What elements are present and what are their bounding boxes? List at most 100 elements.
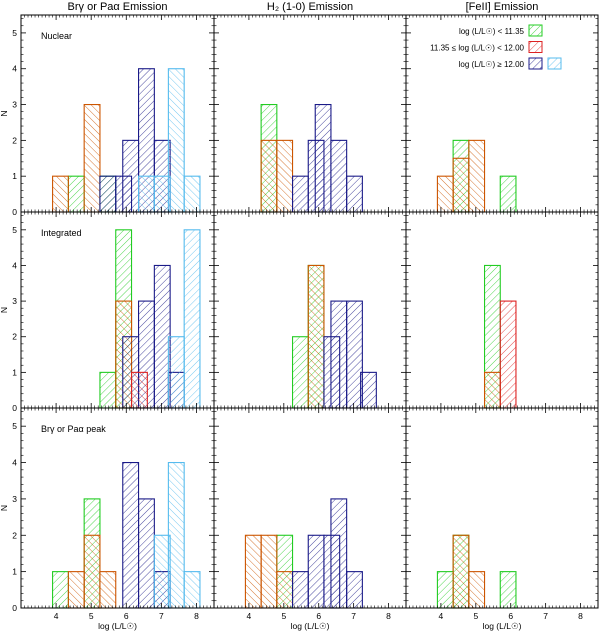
bar-high [346, 571, 363, 609]
x-tick-label: 4 [54, 611, 59, 621]
x-tick-label: 8 [578, 611, 583, 621]
y-tick-label: 5 [12, 421, 17, 431]
bar-highlight [167, 68, 185, 213]
bar-highlight [183, 229, 201, 409]
x-axis-title: log (L/L☉) [483, 621, 522, 631]
bar-low [499, 175, 517, 213]
bar-high [122, 139, 140, 213]
y-tick-label: 3 [12, 296, 17, 306]
bar-mid [276, 139, 294, 213]
bar-mid [244, 534, 262, 609]
legend-label: log (L/L☉) ≥ 12.00 [459, 60, 525, 69]
bar-low [291, 336, 309, 409]
bar-high [99, 175, 117, 213]
bar-high [122, 461, 140, 609]
x-axis-title: log (L/L☉) [291, 621, 330, 631]
row-label: Nuclear [41, 31, 72, 41]
x-tick-label: 6 [508, 611, 513, 621]
legend-swatch [528, 24, 543, 37]
bar-highlight [138, 175, 155, 213]
column-title: H₂ (1-0) Emission [267, 1, 353, 13]
y-tick-label: 0 [12, 603, 17, 613]
legend-swatch-secondary [547, 57, 562, 70]
bar-mid [260, 139, 278, 213]
bar-mid [67, 571, 85, 609]
y-tick-label: 4 [12, 260, 17, 270]
y-tick-label: 2 [12, 332, 17, 342]
y-tick-label: 5 [12, 28, 17, 38]
panel-r0-c1 [213, 14, 407, 213]
bar-high [330, 300, 348, 409]
y-axis-title: N [0, 307, 9, 313]
bar-highlight [167, 461, 185, 609]
bar-high [346, 175, 363, 213]
panel-r2-c2: 4 5 6 7 8 log (L/L☉) [405, 407, 599, 631]
y-tick-label: 4 [12, 458, 17, 468]
y-tick-label: 2 [12, 530, 17, 540]
y-tick-label: 0 [12, 207, 17, 217]
y-axis-title: N [0, 110, 9, 116]
legend-swatch [528, 57, 543, 70]
x-tick-label: 6 [124, 611, 129, 621]
panel-r2-c1: 4 5 6 7 8 log (L/L☉) [213, 407, 407, 631]
x-tick-label: 8 [386, 611, 391, 621]
row-label: Brγ or Paα peak [41, 424, 106, 434]
bar-mid [52, 175, 69, 213]
x-tick-label: 7 [159, 611, 164, 621]
bar-low [436, 571, 454, 609]
y-tick-label: 2 [12, 135, 17, 145]
bar-mid [99, 571, 117, 609]
bar-high [307, 534, 325, 609]
bar-high [330, 139, 348, 213]
bar-high [314, 103, 332, 213]
bar-low [52, 571, 69, 609]
bar-high [153, 264, 171, 409]
bar-low [499, 571, 517, 609]
bar-mid [83, 103, 101, 213]
panel-r1-c1 [213, 211, 407, 409]
bar-mid [468, 139, 486, 213]
y-tick-label: 3 [12, 100, 17, 110]
bar-high [360, 371, 377, 409]
bar-mid [483, 371, 501, 409]
panel-frame [405, 407, 599, 609]
bar-high [291, 571, 309, 609]
x-tick-label: 5 [473, 611, 478, 621]
panel-r2-c0: 4 5 6 7 8 0 1 2 3 4 5 N Brγ or Paα peak log (L/L☉) [0, 407, 215, 631]
bar-high [346, 300, 363, 409]
bar-highlight [153, 534, 171, 609]
y-tick-label: 1 [12, 567, 17, 577]
y-tick-label: 3 [12, 494, 17, 504]
x-axis-title: log (L/L☉) [98, 621, 137, 631]
column-title: Brγ or Paα Emission [68, 1, 168, 13]
panel-r0-c0: 0 1 2 3 4 5 N Nuclear [0, 14, 215, 217]
bar-mid [83, 534, 101, 609]
row-label: Integrated [41, 228, 82, 238]
bar-mid [276, 571, 294, 609]
y-axis-title: N [0, 505, 9, 511]
y-tick-label: 0 [12, 403, 17, 413]
bar-mid [468, 571, 486, 609]
bar-mid [307, 264, 325, 409]
bar-high [291, 175, 309, 213]
y-tick-label: 1 [12, 367, 17, 377]
legend-swatch [528, 41, 543, 53]
bar-mid [452, 534, 470, 609]
bar-mid [436, 175, 454, 213]
bar-highlight [153, 175, 171, 213]
bar-low [99, 371, 117, 409]
bar-mid-alt [130, 371, 148, 409]
bar-mid [452, 157, 470, 213]
legend-label: 11.35 ≤ log (L/L☉) < 12.00 [430, 44, 524, 53]
bar-highlight [183, 175, 201, 213]
bar-low [67, 175, 85, 213]
x-tick-label: 7 [351, 611, 356, 621]
bar-high [330, 498, 348, 609]
y-tick-label: 5 [12, 225, 17, 235]
bar-mid [260, 534, 278, 609]
bar-high [138, 498, 155, 609]
panel-r1-c2 [405, 211, 599, 409]
x-tick-label: 5 [281, 611, 286, 621]
x-tick-label: 6 [316, 611, 321, 621]
